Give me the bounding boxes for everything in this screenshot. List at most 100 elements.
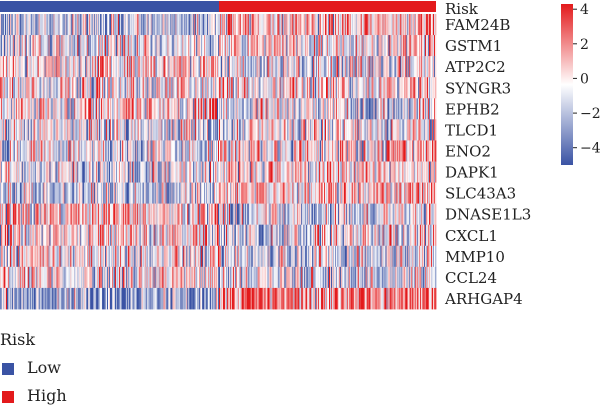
heatmap-cell: [48, 224, 50, 247]
heatmap-cell: [351, 224, 354, 247]
heatmap-cell: [110, 245, 113, 268]
heatmap-cell: [86, 98, 88, 120]
heatmap-cell: [115, 14, 118, 36]
heatmap-cell: [238, 119, 241, 141]
heatmap-cell: [306, 14, 308, 36]
heatmap-cell: [328, 98, 331, 120]
heatmap-cell: [35, 224, 38, 247]
heatmap-cell: [6, 119, 9, 141]
heatmap-cell: [241, 77, 244, 99]
heatmap-cell: [220, 140, 223, 162]
heatmap-cell: [179, 203, 181, 226]
heatmap-cell: [61, 140, 63, 162]
heatmap-cell: [250, 182, 253, 205]
heatmap-cell: [212, 161, 214, 183]
heatmap-cell: [193, 224, 195, 247]
heatmap-cell: [77, 224, 79, 247]
heatmap-cell: [210, 161, 212, 183]
heatmap-cell: [313, 98, 315, 120]
heatmap-cell: [40, 224, 43, 247]
heatmap-cell: [43, 119, 45, 141]
heatmap-cell: [114, 77, 117, 99]
heatmap-cell: [295, 35, 297, 57]
heatmap-cell: [152, 245, 154, 268]
heatmap-cell: [248, 14, 251, 36]
heatmap-cell: [389, 35, 391, 57]
heatmap-cell: [431, 203, 433, 226]
heatmap-cell: [203, 77, 205, 99]
heatmap-cell: [234, 56, 237, 78]
heatmap-cell: [199, 119, 201, 141]
heatmap-cell: [227, 203, 230, 226]
heatmap-cell: [173, 56, 175, 78]
heatmap-cell: [142, 14, 145, 36]
heatmap-cell: [171, 119, 173, 141]
heatmap-cell: [158, 224, 160, 247]
heatmap-cell: [322, 56, 324, 78]
heatmap-cell: [201, 35, 203, 57]
heatmap-cell: [129, 35, 132, 57]
heatmap-cell: [381, 14, 383, 36]
heatmap-cell: [45, 182, 47, 205]
heatmap-cell: [235, 140, 238, 162]
heatmap-cell: [19, 224, 22, 247]
heatmap-cell: [379, 98, 381, 120]
heatmap-cell: [109, 77, 112, 99]
heatmap-cell: [19, 140, 22, 162]
heatmap-cell: [239, 77, 242, 99]
heatmap-cell: [85, 245, 87, 268]
heatmap-cell: [385, 161, 387, 183]
heatmap-cell: [429, 161, 431, 183]
heatmap-cell: [12, 140, 15, 162]
heatmap-cell: [9, 182, 12, 205]
heatmap-cell: [367, 35, 370, 57]
heatmap-cell: [104, 98, 106, 120]
heatmap-cell: [288, 77, 290, 99]
heatmap-cell: [258, 56, 261, 78]
heatmap-cell: [109, 56, 112, 78]
heatmap-cell: [19, 35, 22, 57]
heatmap-cell: [60, 161, 62, 183]
heatmap-cell: [327, 203, 330, 226]
heatmap-cell: [294, 119, 296, 141]
heatmap-cell: [45, 35, 47, 57]
heatmap-cell: [11, 182, 14, 205]
heatmap-cell: [143, 140, 146, 162]
heatmap-cell: [100, 119, 102, 141]
heatmap-cell: [127, 245, 130, 268]
heatmap-cell: [369, 119, 371, 141]
heatmap-cell: [24, 161, 27, 183]
heatmap-cell: [434, 98, 436, 120]
heatmap-cell: [77, 245, 79, 268]
heatmap-cell: [171, 56, 173, 78]
heatmap-cell: [80, 203, 82, 226]
heatmap-cell: [398, 14, 400, 36]
heatmap-cell: [140, 203, 143, 226]
heatmap-cell: [337, 14, 340, 36]
heatmap-cell: [74, 35, 76, 57]
heatmap-cell: [419, 140, 421, 162]
heatmap-cell: [192, 203, 194, 226]
heatmap-cell: [57, 119, 59, 141]
heatmap-cell: [201, 119, 203, 141]
heatmap-cell: [255, 35, 258, 57]
heatmap-cell: [14, 140, 17, 162]
heatmap-cell: [108, 77, 110, 99]
heatmap-cell: [43, 98, 45, 120]
heatmap-cell: [7, 140, 10, 162]
heatmap-cell: [23, 35, 26, 57]
heatmap-cell: [264, 119, 266, 141]
heatmap-cell: [231, 119, 234, 141]
heatmap-cell: [76, 98, 78, 120]
heatmap-cell: [316, 35, 318, 57]
heatmap-cell: [420, 203, 422, 226]
heatmap-cell: [56, 35, 58, 57]
heatmap-cell: [181, 203, 183, 226]
heatmap-cell: [307, 140, 309, 162]
heatmap-cell: [347, 77, 350, 99]
heatmap-cell: [57, 203, 59, 226]
heatmap-cell: [411, 161, 413, 183]
heatmap-cell: [117, 161, 120, 183]
heatmap-cell: [332, 182, 335, 205]
heatmap-cell: [65, 245, 67, 268]
